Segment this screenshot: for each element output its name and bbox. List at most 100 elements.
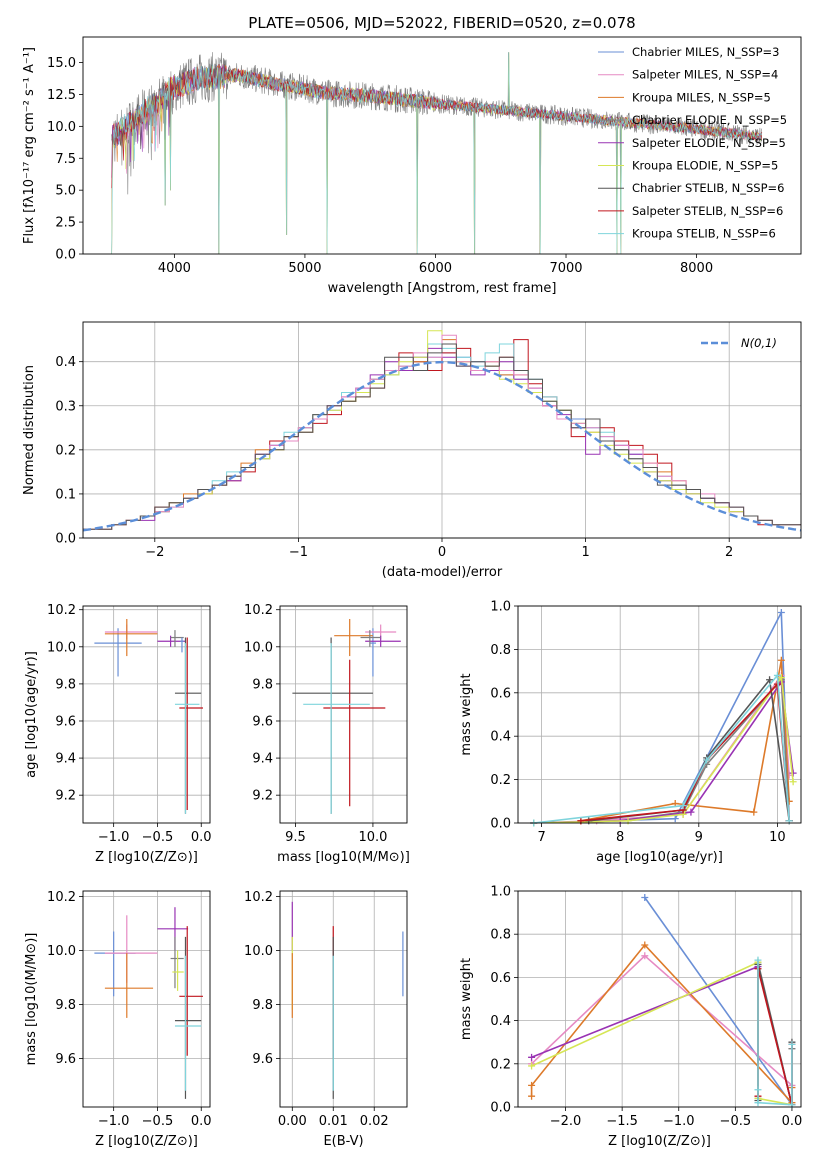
mass-weight-series [533,673,790,823]
y-tick-label: 9.6 [55,1052,76,1067]
y-tick-label: 10.2 [47,603,76,618]
y-axis-label: age [log10(age/yr)] [24,651,39,778]
y-tick-label: 0.0 [55,532,76,547]
data-marker [754,1099,762,1107]
data-marker [528,1062,536,1070]
mass-weight-series [644,897,793,1106]
error-bar-point [174,637,202,814]
x-tick-label: 5000 [288,261,321,276]
x-tick-label: −2 [145,545,164,560]
y-tick-label: 9.8 [55,677,76,692]
y-tick-label: 10.0 [47,120,76,135]
spectrum-plot: 4000 5000 6000 7000 8000 0.0 2.5 5.0 7.5 10.0 12.5… [22,14,802,296]
x-tick-label: 0.01 [319,1114,348,1129]
x-tick-label: 9 [695,830,703,845]
x-axis-label: Z [log10(Z/Z⊙)] [608,1134,711,1149]
y-tick-label: 0.1 [55,487,76,502]
mass-weight-series [580,660,790,822]
y-tick-label: 10.0 [47,944,76,959]
y-tick-label: 9.2 [252,789,273,804]
y-tick-label: 9.8 [55,998,76,1013]
x-tick-label: 0.00 [278,1114,307,1129]
data-marker [528,1081,536,1089]
data-marker [754,1086,762,1094]
legend-label: Salpeter STELIB, N_SSP=6 [632,204,783,218]
error-bar-point [104,624,158,640]
y-tick-label: 0.2 [490,1057,511,1072]
plot-frame [279,890,408,1108]
y-tick-label: 9.4 [55,752,76,767]
y-axis-label: mass weight [459,673,474,755]
mass-weight-series [533,677,790,823]
error-bar-point [174,955,202,1091]
legend-label: Salpeter ELODIE, N_SSP=5 [632,136,786,150]
error-bar-point [332,955,334,1091]
error-bar-point [323,659,386,807]
plot-frame [517,605,802,824]
mass-weight-series [533,673,790,823]
data-marker [777,656,785,664]
error-bar-point [369,628,377,677]
x-tick-label: 8000 [680,261,713,276]
model-spectrum-line [111,52,763,254]
y-tick-label: 9.8 [252,677,273,692]
error-bar-point [179,637,203,811]
age-vs-mass-plot: 9.5 10.0 9.2 9.4 9.6 9.8 10.0 10.2 mass [log10(M… [244,603,410,865]
x-tick-label: −1.5 [606,1114,638,1129]
error-bar-point [332,936,334,1099]
plot-frame [517,890,802,1108]
data-marker [789,778,797,786]
x-axis-label: Z [log10(Z/Z⊙)] [95,850,198,865]
x-tick-label: 6000 [419,261,452,276]
data-marker [773,671,781,679]
x-axis-label: (data-model)/error [382,565,503,580]
x-tick-label: 0.0 [191,830,212,845]
y-tick-label: 0.4 [490,1014,511,1029]
x-tick-label: 7 [537,830,545,845]
x-axis-label: Z [log10(Z/Z⊙)] [95,1134,198,1149]
normal-distribution-curve [83,360,801,532]
x-tick-label: 0 [438,545,446,560]
error-bar-point [174,643,200,814]
data-marker [777,674,785,682]
error-bar-point [104,915,158,983]
error-bar-point [172,950,184,991]
y-tick-label: 9.8 [252,998,273,1013]
mass-weight-vs-age-plot: 7 8 9 10 0.0 0.2 0.4 0.6 0.8 1.0 age [log10(age/yr… [459,600,802,865]
legend-label: Kroupa STELIB, N_SSP=6 [632,227,776,241]
y-tick-label: 0.0 [55,248,76,263]
x-tick-label: −0.5 [142,1114,174,1129]
error-bar-point [174,936,202,1099]
x-tick-label: 8 [616,830,624,845]
y-tick-label: 0.6 [490,686,511,701]
error-bar-point [94,931,136,997]
y-tick-label: 0.0 [490,1101,511,1116]
legend-label: Chabrier STELIB, N_SSP=6 [632,181,784,195]
legend-label: N(0,1) [741,336,777,350]
y-tick-label: 0.0 [490,817,511,832]
x-tick-label: 2 [725,545,733,560]
y-tick-label: 0.2 [55,443,76,458]
x-tick-label: −1.0 [663,1114,695,1129]
x-axis-label: mass [log10(M/M⊙)] [277,850,410,865]
x-tick-label: 0.0 [191,1114,212,1129]
legend-label: Chabrier MILES, N_SSP=3 [632,45,779,59]
y-axis-label: mass weight [459,958,474,1040]
x-tick-label: 10 [769,830,786,845]
x-tick-label: −2.0 [550,1114,582,1129]
y-tick-label: 0.2 [490,773,511,788]
legend-label: Kroupa MILES, N_SSP=5 [632,90,771,104]
y-tick-label: 5.0 [55,184,76,199]
mass-weight-vs-metallicity-plot: −2.0 −1.5 −1.0 −0.5 0.0 0.0 0.2 0.4 0.6 0.8 1.0 Z [… [459,885,802,1150]
y-tick-label: 10.2 [47,890,76,905]
data-marker [687,808,695,816]
y-tick-label: 0.8 [490,643,511,658]
y-tick-label: 1.0 [490,885,511,900]
x-tick-label: 1 [581,545,589,560]
error-bar-point [292,637,373,814]
y-tick-label: 10.0 [244,944,273,959]
data-marker [641,952,649,960]
plot-frame [82,36,802,255]
x-tick-label: −1 [289,545,308,560]
